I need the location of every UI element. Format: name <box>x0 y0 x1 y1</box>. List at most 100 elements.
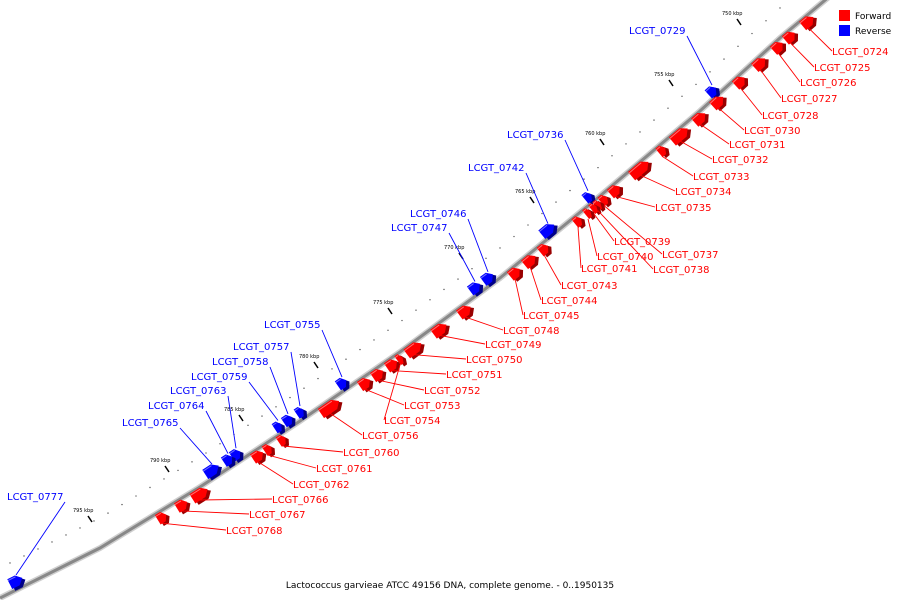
gene-arrow[interactable] <box>394 352 409 368</box>
gene-label[interactable]: LCGT_0745 <box>523 311 580 322</box>
gene-label[interactable]: LCGT_0759 <box>191 372 248 383</box>
gene-arrow-body <box>731 76 745 90</box>
gene-label[interactable]: LCGT_0740 <box>597 252 654 263</box>
gene-arrow[interactable] <box>704 82 723 100</box>
gene-label[interactable]: LCGT_0744 <box>541 296 598 307</box>
gene-arrow-body <box>174 499 188 513</box>
gene-arrow[interactable] <box>655 142 672 159</box>
gene-label[interactable]: LCGT_0751 <box>446 370 503 381</box>
gene-label[interactable]: LCGT_0757 <box>233 342 290 353</box>
label-connectors <box>15 27 833 576</box>
gene-label[interactable]: LCGT_0767 <box>249 510 306 521</box>
gene-label[interactable]: LCGT_0747 <box>391 223 448 234</box>
gene-arrow[interactable] <box>751 53 772 74</box>
gene-label[interactable]: LCGT_0748 <box>503 326 560 337</box>
gene-label[interactable]: LCGT_0736 <box>507 130 564 141</box>
gene-label[interactable]: LCGT_0743 <box>561 281 618 292</box>
gene-label[interactable]: LCGT_0758 <box>212 357 269 368</box>
gene-arrow[interactable] <box>220 451 239 469</box>
gene-label[interactable]: LCGT_0766 <box>272 495 329 506</box>
gene-arrow[interactable] <box>430 319 453 341</box>
gene-label[interactable]: LCGT_0754 <box>384 416 441 427</box>
gene-arrow[interactable] <box>799 11 820 32</box>
gene-arrow[interactable] <box>691 108 712 129</box>
gene-label[interactable]: LCGT_0741 <box>581 264 638 275</box>
label-connector <box>717 107 745 131</box>
gene-label[interactable]: LCGT_0765 <box>122 418 179 429</box>
gene-arrow[interactable] <box>261 441 278 458</box>
gene-label[interactable]: LCGT_0734 <box>675 187 732 198</box>
gene-arrow[interactable] <box>369 365 389 384</box>
gene-arrow[interactable] <box>769 37 790 57</box>
gene-arrow[interactable] <box>668 123 695 148</box>
gene-label[interactable]: LCGT_0728 <box>762 111 819 122</box>
gene-label[interactable]: LCGT_0725 <box>814 63 871 74</box>
gene-label[interactable]: LCGT_0763 <box>170 386 227 397</box>
gene-arrow[interactable] <box>456 301 477 322</box>
gene-label[interactable]: LCGT_0739 <box>614 237 671 248</box>
gene-arrow[interactable] <box>317 395 346 420</box>
gene-label[interactable]: LCGT_0731 <box>729 140 786 151</box>
gene-arrow[interactable] <box>249 447 269 466</box>
gene-label[interactable]: LCGT_0764 <box>148 401 205 412</box>
gene-label[interactable]: LCGT_0737 <box>662 250 719 261</box>
legend-reverse-swatch <box>839 25 850 36</box>
gene-label[interactable]: LCGT_0760 <box>343 448 400 459</box>
tick-label: 785 kbp <box>224 407 244 413</box>
gene-label[interactable]: LCGT_0727 <box>781 94 838 105</box>
gene-arrow[interactable] <box>479 269 500 289</box>
backbone-line <box>0 0 828 600</box>
gene-label[interactable]: LCGT_0735 <box>655 203 712 214</box>
gene-arrow[interactable] <box>275 432 292 449</box>
gene-label[interactable]: LCGT_0746 <box>410 209 467 220</box>
gene-arrow[interactable] <box>293 404 310 421</box>
gene-label[interactable]: LCGT_0752 <box>424 386 481 397</box>
gene-arrow[interactable] <box>189 483 213 506</box>
gene-arrow[interactable] <box>202 460 225 482</box>
gene-arrow[interactable] <box>154 509 173 527</box>
gene-arrow[interactable] <box>709 91 730 112</box>
gene-label[interactable]: LCGT_0742 <box>468 163 525 174</box>
gene-arrow[interactable] <box>506 263 527 283</box>
gene-arrow[interactable] <box>582 205 597 221</box>
gene-arrow[interactable] <box>731 72 752 92</box>
gene-arrow[interactable] <box>334 375 353 393</box>
gene-label[interactable]: LCGT_0753 <box>404 401 461 412</box>
gene-arrow[interactable] <box>538 219 561 241</box>
gene-arrow[interactable] <box>228 446 247 464</box>
gene-arrow[interactable] <box>403 338 427 361</box>
gene-label[interactable]: LCGT_0724 <box>832 47 889 58</box>
gene-arrow[interactable] <box>571 213 588 230</box>
gene-arrow[interactable] <box>781 27 802 47</box>
scale-dot <box>569 189 571 192</box>
gene-arrow[interactable] <box>271 419 288 436</box>
gene-label[interactable]: LCGT_0732 <box>712 155 769 166</box>
gene-arrow[interactable] <box>7 572 28 592</box>
gene-label[interactable]: LCGT_0730 <box>744 126 801 137</box>
gene-arrow[interactable] <box>628 156 655 182</box>
gene-arrow-highlight <box>394 354 399 358</box>
gene-arrow-highlight <box>628 162 642 174</box>
gene-label[interactable]: LCGT_0749 <box>485 340 542 351</box>
gene-arrow-body <box>571 216 583 228</box>
gene-label[interactable]: LCGT_0755 <box>264 320 321 331</box>
gene-label[interactable]: LCGT_0733 <box>693 172 750 183</box>
gene-label[interactable]: LCGT_0750 <box>466 355 523 366</box>
tick-mark <box>164 465 170 473</box>
gene-arrow[interactable] <box>588 200 603 216</box>
gene-arrow[interactable] <box>606 181 627 201</box>
gene-label[interactable]: LCGT_0726 <box>800 78 857 89</box>
gene-arrow[interactable] <box>597 192 614 209</box>
gene-arrow[interactable] <box>356 374 376 393</box>
gene-arrow[interactable] <box>536 240 555 258</box>
gene-label[interactable]: LCGT_0762 <box>293 480 350 491</box>
gene-label[interactable]: LCGT_0761 <box>316 464 373 475</box>
gene-label[interactable]: LCGT_0756 <box>362 431 419 442</box>
gene-label[interactable]: LCGT_0729 <box>629 26 686 37</box>
gene-arrow[interactable] <box>280 411 299 429</box>
gene-label[interactable]: LCGT_0738 <box>653 265 710 276</box>
gene-label[interactable]: LCGT_0768 <box>226 526 283 537</box>
gene-arrow[interactable] <box>521 250 542 271</box>
gene-label[interactable]: LCGT_0777 <box>7 492 64 503</box>
gene-arrow[interactable] <box>466 278 487 298</box>
